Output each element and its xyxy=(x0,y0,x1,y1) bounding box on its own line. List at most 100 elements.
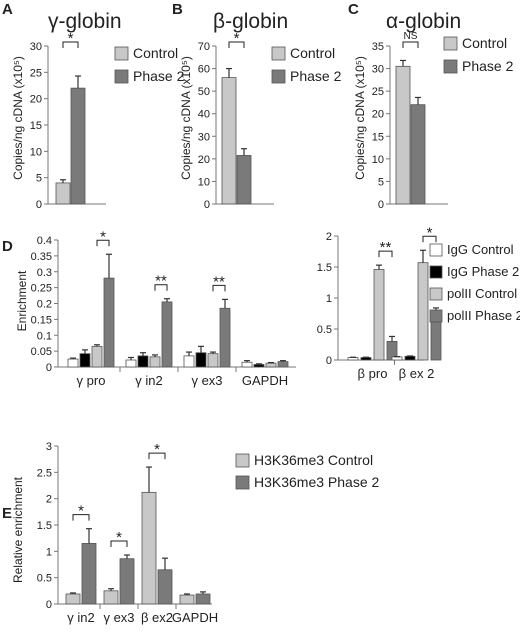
bar-b-s0-c0 xyxy=(221,77,237,205)
bar-d1-s3-c2 xyxy=(219,307,231,368)
bar-e-s0-c0 xyxy=(65,593,81,605)
y-tick-label-a: 10 xyxy=(30,146,42,158)
panel-label-d1: D xyxy=(2,238,13,255)
y-tick-label-a: 30 xyxy=(30,41,42,53)
bar-d2-s1-c1 xyxy=(404,355,416,361)
bar-c-s0-c0 xyxy=(395,65,411,205)
legend-label-c: Control xyxy=(462,35,507,51)
bar-d1-s3-c3 xyxy=(277,361,289,368)
significance-bracket-e xyxy=(148,452,166,460)
x-category-label-d2: β pro xyxy=(358,366,388,381)
significance-label-e: * xyxy=(78,503,84,520)
x-category-label-d1: γ in2 xyxy=(135,373,162,388)
bar-d1-s3-c1 xyxy=(161,301,173,368)
bar-e-s0-c3 xyxy=(179,594,195,605)
significance-bracket-d1 xyxy=(212,284,226,292)
y-tick-label-d1: 0.25 xyxy=(31,283,52,295)
y-tick-label-d2: 0 xyxy=(326,355,332,367)
y-tick-label-d2: 2 xyxy=(326,231,332,243)
x-category-label-d1: γ pro xyxy=(77,373,106,388)
bar-d1-s0-c0 xyxy=(67,358,79,368)
bar-b-s1-c0 xyxy=(236,155,252,205)
bar-d1-s2-c1 xyxy=(149,356,161,368)
significance-label-b: * xyxy=(234,30,240,47)
bar-d2-s2-c0 xyxy=(373,269,385,361)
bar-a-s1-c0 xyxy=(70,87,86,205)
y-tick-label-c: 20 xyxy=(372,109,384,121)
bar-e-s0-c1 xyxy=(103,590,119,605)
y-tick-label-e: 0.5 xyxy=(37,573,52,585)
significance-bracket-e xyxy=(110,540,128,548)
bar-d1-s0-c2 xyxy=(183,355,195,368)
legend-swatch-e xyxy=(235,453,250,468)
chart-title-b: β-globin xyxy=(213,10,288,33)
bar-d2-s0-c0 xyxy=(347,357,359,361)
panel-label-a: A xyxy=(2,1,13,18)
significance-bracket-d1 xyxy=(154,284,168,291)
legend-swatch-c xyxy=(443,59,458,74)
significance-bracket-d2 xyxy=(378,250,393,258)
legend-swatch-a xyxy=(114,46,129,61)
y-tick-label-d2: 1.5 xyxy=(317,262,332,274)
y-tick-label-d1: 0.15 xyxy=(31,314,52,326)
y-tick-label-b: 60 xyxy=(198,64,210,76)
significance-label-a: * xyxy=(68,30,74,47)
x-category-label-e: GAPDH xyxy=(172,610,218,625)
y-axis-label-b: Copies/ng cDNA (x10⁵) xyxy=(179,56,193,180)
y-tick-label-b: 40 xyxy=(198,109,210,121)
x-category-label-d1: GAPDH xyxy=(242,373,288,388)
significance-label-e: * xyxy=(154,441,160,458)
y-tick-label-c: 30 xyxy=(372,64,384,76)
y-tick-label-b: 20 xyxy=(198,154,210,166)
bar-e-s1-c2 xyxy=(157,569,173,605)
bar-e-s0-c2 xyxy=(141,491,157,605)
bar-d1-s1-c1 xyxy=(137,355,149,368)
y-axis-label-c: Copies/ng cDNA (x10⁵) xyxy=(353,56,367,180)
y-tick-label-b: 30 xyxy=(198,131,210,143)
x-category-label-e: β ex2 xyxy=(141,610,173,625)
significance-bracket-a xyxy=(62,41,79,48)
bar-e-s1-c3 xyxy=(195,593,211,605)
bar-c-s1-c0 xyxy=(410,104,426,205)
legend-label-d2: IgG Phase 2 xyxy=(447,264,519,279)
significance-bracket-d1 xyxy=(96,239,110,247)
bar-a-s0-c0 xyxy=(55,182,71,205)
legend-swatch-d2 xyxy=(429,309,443,323)
y-tick-label-e: 1 xyxy=(46,546,52,558)
y-axis-label-a: Copies/ng cDNA (x10⁵) xyxy=(11,56,25,180)
significance-label-e: * xyxy=(116,529,122,546)
y-tick-label-d2: 0.5 xyxy=(317,324,332,336)
y-tick-label-d1: 0.35 xyxy=(31,251,52,263)
panel-label-e: E xyxy=(2,505,12,522)
bar-d1-s2-c0 xyxy=(91,345,103,368)
significance-bracket-d2 xyxy=(422,235,437,243)
y-tick-label-a: 5 xyxy=(36,173,42,185)
panel-label-b: B xyxy=(172,1,183,18)
legend-label-e: H3K36me3 Phase 2 xyxy=(254,474,380,490)
legend-swatch-d2 xyxy=(429,265,443,279)
y-tick-label-e: 0 xyxy=(46,599,52,611)
chart-title-a: γ-globin xyxy=(48,10,122,33)
significance-bracket-b xyxy=(228,41,245,48)
bar-e-s1-c0 xyxy=(81,543,97,605)
y-tick-label-d1: 0.05 xyxy=(31,346,52,358)
y-tick-label-b: 0 xyxy=(204,199,210,211)
bar-d1-s2-c3 xyxy=(265,362,277,368)
legend-label-e: H3K36me3 Control xyxy=(254,452,373,468)
y-axis-label-d1: Enrichment xyxy=(15,270,29,331)
bar-d1-s1-c2 xyxy=(195,352,207,368)
y-tick-label-a: 25 xyxy=(30,67,42,79)
y-tick-label-c: 25 xyxy=(372,86,384,98)
legend-label-b: Phase 2 xyxy=(290,68,342,84)
significance-label-d1: * xyxy=(100,228,106,245)
significance-label-d1: ** xyxy=(213,273,225,290)
y-tick-label-a: 0 xyxy=(36,199,42,211)
y-tick-label-d1: 0.4 xyxy=(37,235,52,247)
y-tick-label-d1: 0 xyxy=(46,362,52,374)
bar-d1-s1-c3 xyxy=(253,364,265,368)
y-tick-label-a: 15 xyxy=(30,120,42,132)
legend-label-d2: polII Phase 2 xyxy=(447,308,520,323)
legend-label-d2: IgG Control xyxy=(447,242,514,257)
significance-bracket-c xyxy=(402,41,419,48)
y-tick-label-c: 15 xyxy=(372,131,384,143)
